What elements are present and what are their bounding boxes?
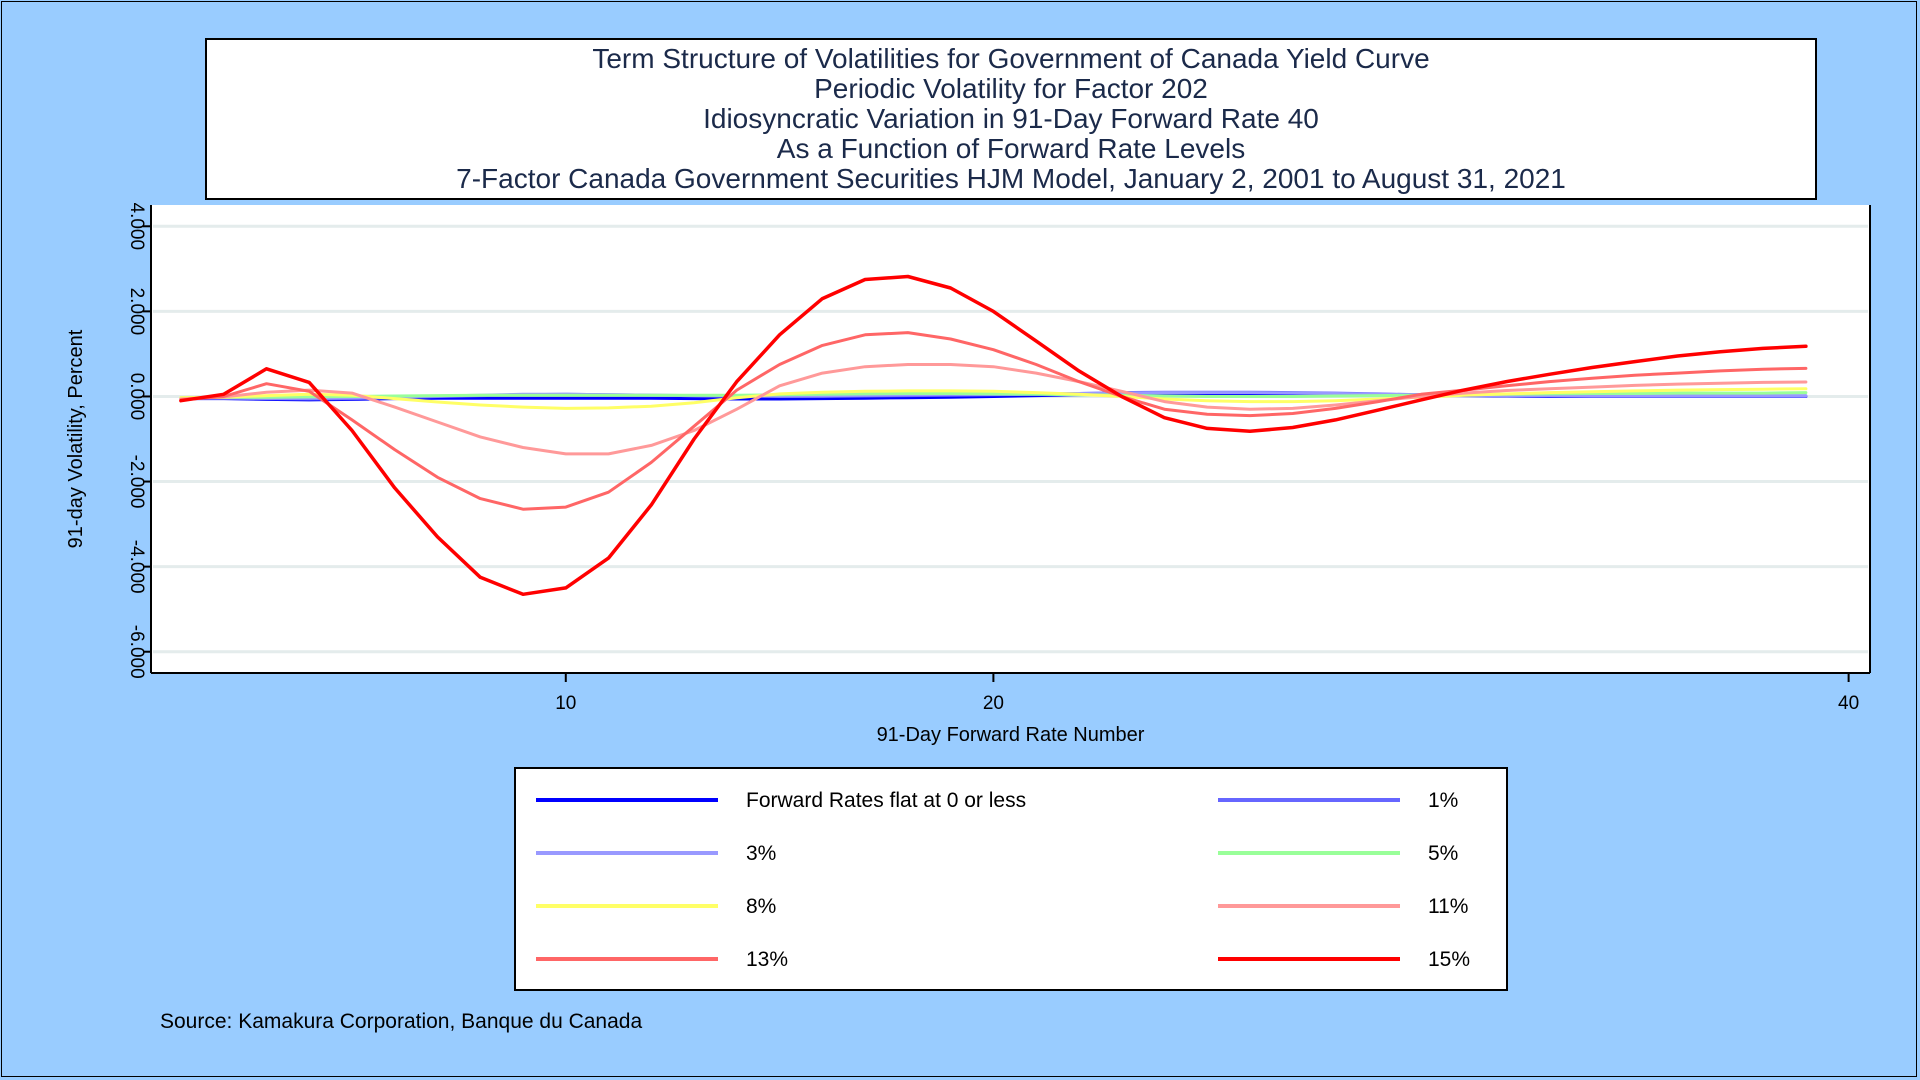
y-tick-label: 2.000 [126,288,147,336]
x-tick-label: 40 [1838,693,1859,714]
title-line-4: As a Function of Forward Rate Levels [776,133,1246,164]
x-tick-label: 10 [555,693,576,714]
series-line-8 [179,274,1808,597]
title-line-3: Idiosyncratic Variation in 91-Day Forwar… [703,103,1319,134]
legend-swatch [1218,851,1400,855]
legend-swatch [536,904,718,908]
series-line-6 [179,363,1808,456]
legend-swatch [536,798,718,802]
legend: Forward Rates flat at 0 or less 1% 3% 5% 8% 1… [514,767,1508,991]
y-tick-label: -6.000 [126,625,147,679]
y-tick-label: 4.000 [126,202,147,250]
series-line-5 [179,387,1808,410]
legend-swatch [1218,957,1400,961]
legend-label: Forward Rates flat at 0 or less [746,789,1027,812]
legend-label: 13% [746,948,789,971]
chart-title: Term Structure of Volatilities for Gover… [205,38,1817,200]
legend-swatch [536,851,718,855]
legend-label: 5% [1428,842,1459,865]
legend-label: 1% [1428,789,1459,812]
y-axis-label: 91-day Volatility, Percent [65,329,87,548]
series-line-7 [179,331,1808,511]
y-tick-label: -2.000 [126,455,147,509]
legend-label: 15% [1428,948,1471,971]
legend-swatch [1218,904,1400,908]
legend-swatch [1218,798,1400,802]
axes: -6.000 -4.000 -2.000 0.000 2.000 4.000 10 20 40 [126,202,1871,714]
y-tick-label: -4.000 [126,540,147,594]
title-line-2: Periodic Volatility for Factor 202 [814,73,1208,104]
x-axis-label: 91-Day Forward Rate Number [877,724,1145,746]
source-note: Source: Kamakura Corporation, Banque du … [160,1010,643,1033]
legend-swatch [536,957,718,961]
legend-label: 3% [746,842,777,865]
title-line-5: 7-Factor Canada Government Securities HJ… [456,163,1566,194]
y-tick-label: 0.000 [126,373,147,421]
plot-area [151,205,1870,673]
legend-label: 11% [1428,895,1469,918]
legend-label: 8% [746,895,777,918]
title-line-1: Term Structure of Volatilities for Gover… [592,43,1430,74]
series-lines [179,274,1808,597]
x-tick-label: 20 [983,693,1004,714]
